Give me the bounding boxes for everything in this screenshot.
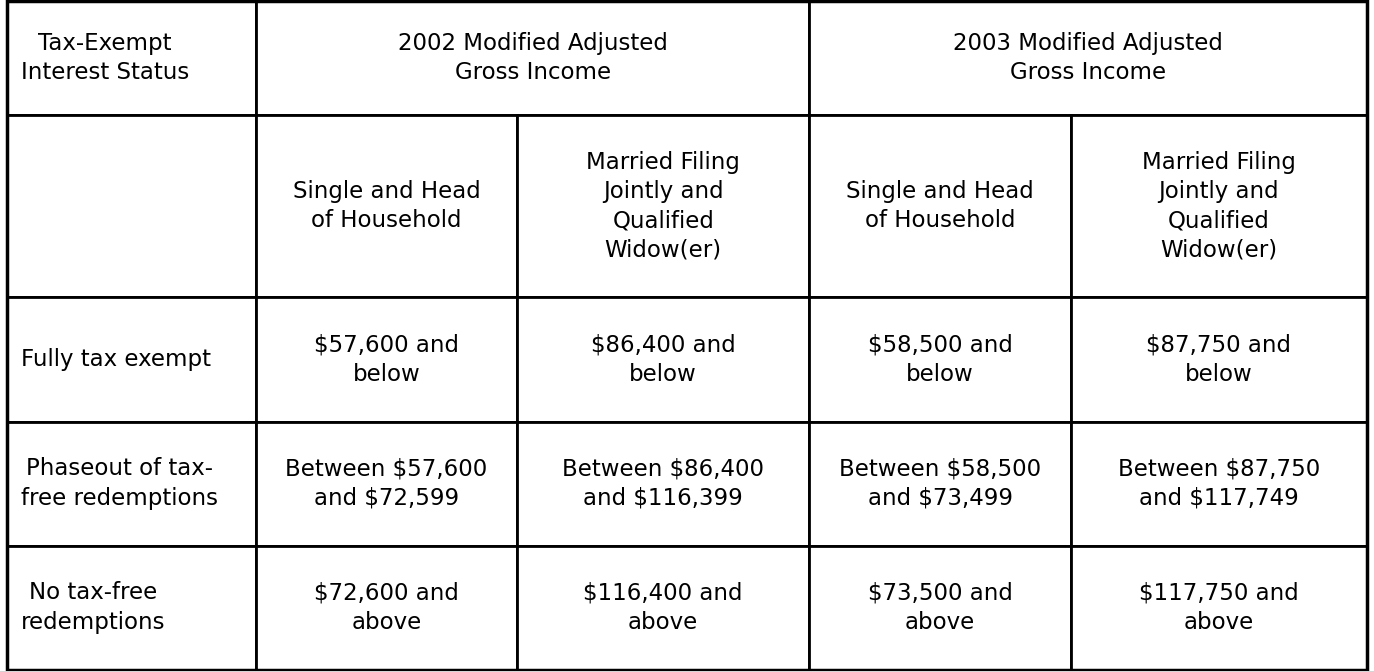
Bar	[1070, 546, 1367, 670]
Text: $116,400 and
above: $116,400 and above	[584, 582, 743, 634]
Bar	[256, 1, 809, 115]
Text: $117,750 and
above: $117,750 and above	[1139, 582, 1298, 634]
Text: Between $86,400
and $116,399: Between $86,400 and $116,399	[562, 458, 764, 510]
Bar	[256, 546, 517, 670]
Bar	[7, 421, 256, 546]
Bar	[809, 297, 1070, 421]
Text: $73,500 and
above: $73,500 and above	[867, 582, 1013, 634]
Text: Between $87,750
and $117,749: Between $87,750 and $117,749	[1117, 458, 1320, 510]
Bar	[7, 546, 256, 670]
Text: Single and Head
of Household: Single and Head of Household	[846, 180, 1033, 232]
Bar	[517, 546, 809, 670]
Bar	[809, 1, 1367, 115]
Text: 2003 Modified Adjusted
Gross Income: 2003 Modified Adjusted Gross Income	[954, 32, 1223, 85]
Text: Fully tax exempt: Fully tax exempt	[21, 348, 210, 371]
Text: Married Filing
Jointly and
Qualified
Widow(er): Married Filing Jointly and Qualified Wid…	[587, 151, 741, 262]
Text: Single and Head
of Household: Single and Head of Household	[293, 180, 481, 232]
Bar	[517, 421, 809, 546]
Bar	[7, 115, 256, 297]
Text: $87,750 and
below: $87,750 and below	[1146, 333, 1292, 386]
Bar	[1070, 115, 1367, 297]
Bar	[256, 115, 517, 297]
Text: 2002 Modified Adjusted
Gross Income: 2002 Modified Adjusted Gross Income	[397, 32, 668, 85]
Text: Between $57,600
and $72,599: Between $57,600 and $72,599	[286, 458, 488, 510]
Text: Married Filing
Jointly and
Qualified
Widow(er): Married Filing Jointly and Qualified Wid…	[1142, 151, 1296, 262]
Bar	[256, 421, 517, 546]
Text: $57,600 and
below: $57,600 and below	[313, 333, 459, 386]
Bar	[809, 421, 1070, 546]
Bar	[517, 297, 809, 421]
Text: Phaseout of tax-
free redemptions: Phaseout of tax- free redemptions	[21, 458, 217, 510]
Text: No tax-free
redemptions: No tax-free redemptions	[21, 582, 165, 634]
Bar	[7, 297, 256, 421]
Text: Between $58,500
and $73,499: Between $58,500 and $73,499	[840, 458, 1041, 510]
Bar	[256, 297, 517, 421]
Bar	[7, 1, 256, 115]
Text: $86,400 and
below: $86,400 and below	[591, 333, 735, 386]
Text: $58,500 and
below: $58,500 and below	[867, 333, 1013, 386]
Bar	[517, 115, 809, 297]
Text: $72,600 and
above: $72,600 and above	[313, 582, 459, 634]
Text: Tax-Exempt
Interest Status: Tax-Exempt Interest Status	[21, 32, 188, 85]
Bar	[1070, 421, 1367, 546]
Bar	[1070, 297, 1367, 421]
Bar	[809, 115, 1070, 297]
Bar	[809, 546, 1070, 670]
